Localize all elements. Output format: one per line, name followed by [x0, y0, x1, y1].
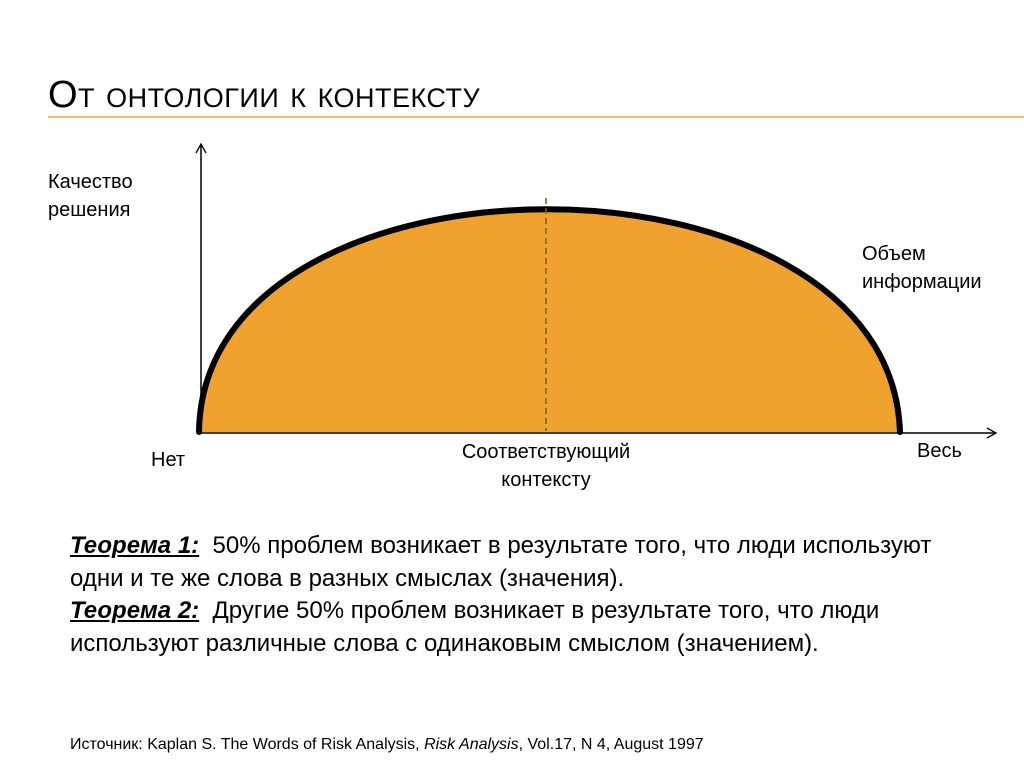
- x-right-label: Весь: [917, 440, 962, 462]
- source-citation: Источник: Kaplan S. The Words of Risk An…: [70, 734, 704, 756]
- source-journal: Risk Analysis: [424, 736, 519, 753]
- source-suffix: , Vol.17, N 4, August 1997: [518, 736, 704, 753]
- theorem-2: Теорема 2: Другие 50% проблем возникает …: [70, 595, 970, 660]
- theorem-1: Теорема 1: 50% проблем возникает в резул…: [70, 530, 970, 595]
- theorems-block: Теорема 1: 50% проблем возникает в резул…: [70, 530, 970, 660]
- theorem-2-text: Другие 50% проблем возникает в результат…: [70, 597, 880, 657]
- y-axis-label: Качество решения: [48, 171, 133, 221]
- x-middle-label: Соответствующий контексту: [461, 441, 631, 491]
- theorem-1-text: 50% проблем возникает в результате того,…: [70, 532, 932, 592]
- x-axis-label: Объем информации: [862, 243, 982, 293]
- quality-curve: [196, 206, 903, 435]
- x-left-label: Нет: [151, 449, 186, 471]
- title-underline: [48, 116, 1024, 118]
- source-prefix: Источник: Kaplan S. The Words of Risk An…: [70, 736, 425, 753]
- theorem-2-label: Теорема 2:: [70, 597, 200, 624]
- dome-shape: [199, 209, 900, 432]
- theorem-1-label: Теорема 1:: [70, 532, 200, 559]
- slide-title: От онтологии к контексту: [48, 74, 481, 116]
